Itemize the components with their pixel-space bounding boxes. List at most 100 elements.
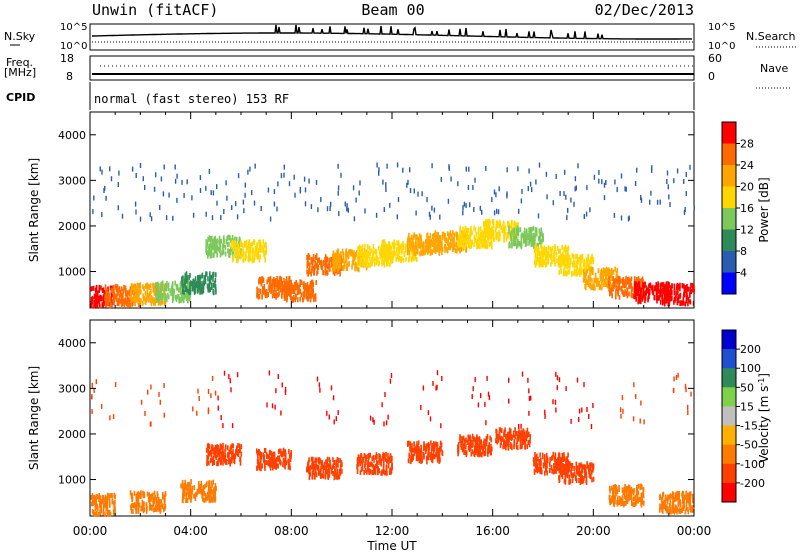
data-mark [331,385,332,390]
data-mark [382,239,384,244]
data-mark [187,498,189,503]
data-mark [167,286,169,291]
data-mark [397,246,399,251]
data-mark [127,300,129,305]
noise-right-label: N.Search [746,30,796,43]
data-mark [405,257,407,262]
data-mark [408,256,410,261]
data-mark [110,300,112,305]
data-mark [260,289,262,294]
data-mark [279,459,281,464]
data-mark [318,258,320,263]
data-mark [334,466,336,471]
data-mark [210,250,212,255]
data-mark [369,251,371,256]
data-mark [269,288,271,293]
data-mark [375,464,377,469]
data-mark [201,274,203,279]
data-mark [546,247,548,252]
data-mark [386,465,388,470]
data-mark [341,460,343,465]
data-mark [257,450,259,455]
data-mark [131,509,133,514]
data-mark [473,451,475,456]
data-mark [205,186,206,191]
data-mark [445,238,447,243]
data-mark [513,228,515,233]
data-mark [196,411,197,416]
data-mark [96,285,98,290]
data-mark [325,254,327,259]
data-mark [210,393,211,398]
data-mark [310,272,312,277]
data-mark [383,469,385,474]
data-mark [287,459,289,464]
data-mark [212,215,213,220]
data-mark [259,240,261,245]
data-mark [284,296,286,301]
data-mark [261,206,262,211]
data-mark [231,241,233,246]
data-mark [225,245,227,250]
data-mark [629,283,631,288]
data-mark [531,242,533,247]
data-mark [390,257,392,262]
data-mark [483,222,485,227]
data-mark [656,292,658,297]
data-mark [320,469,322,474]
data-mark [411,443,413,448]
data-mark [468,167,469,172]
data-mark [649,283,651,288]
data-mark [477,244,479,249]
data-mark [336,475,338,480]
data-mark [386,420,387,425]
data-mark [214,498,216,503]
data-mark [329,266,331,271]
data-mark [216,184,217,189]
data-mark [690,283,692,288]
data-mark [146,509,148,514]
data-mark [95,503,97,508]
data-mark [133,503,135,508]
data-mark [380,462,382,467]
data-mark [214,281,216,286]
data-mark [105,303,107,308]
data-mark [660,300,662,305]
data-mark [588,277,590,282]
data-mark [521,198,522,203]
data-mark [481,244,483,249]
data-mark [248,239,250,244]
data-mark [439,235,441,240]
data-mark [207,254,209,259]
data-mark [316,253,318,258]
data-mark [441,244,443,249]
data-mark [427,249,429,254]
colorbar-cell [722,273,736,295]
data-mark [216,201,217,206]
data-mark [452,239,454,244]
data-mark [138,502,140,507]
data-mark [399,257,401,262]
data-mark [441,376,442,381]
data-mark [649,290,651,295]
data-mark [481,210,482,215]
data-mark [276,457,278,462]
data-mark [340,173,341,178]
data-mark [388,459,390,464]
data-mark [104,511,106,516]
y-tick-label: 1000 [58,266,86,279]
data-mark [417,456,419,461]
data-mark [138,303,140,308]
data-mark [154,187,155,192]
data-mark [683,179,684,184]
data-mark [611,268,613,273]
data-mark [164,413,165,418]
data-mark [539,263,541,268]
data-mark [389,262,391,267]
data-mark [563,247,565,252]
data-mark [431,206,432,211]
data-mark [281,173,282,178]
data-mark [309,255,311,260]
data-mark [259,450,261,455]
data-mark [595,277,597,282]
